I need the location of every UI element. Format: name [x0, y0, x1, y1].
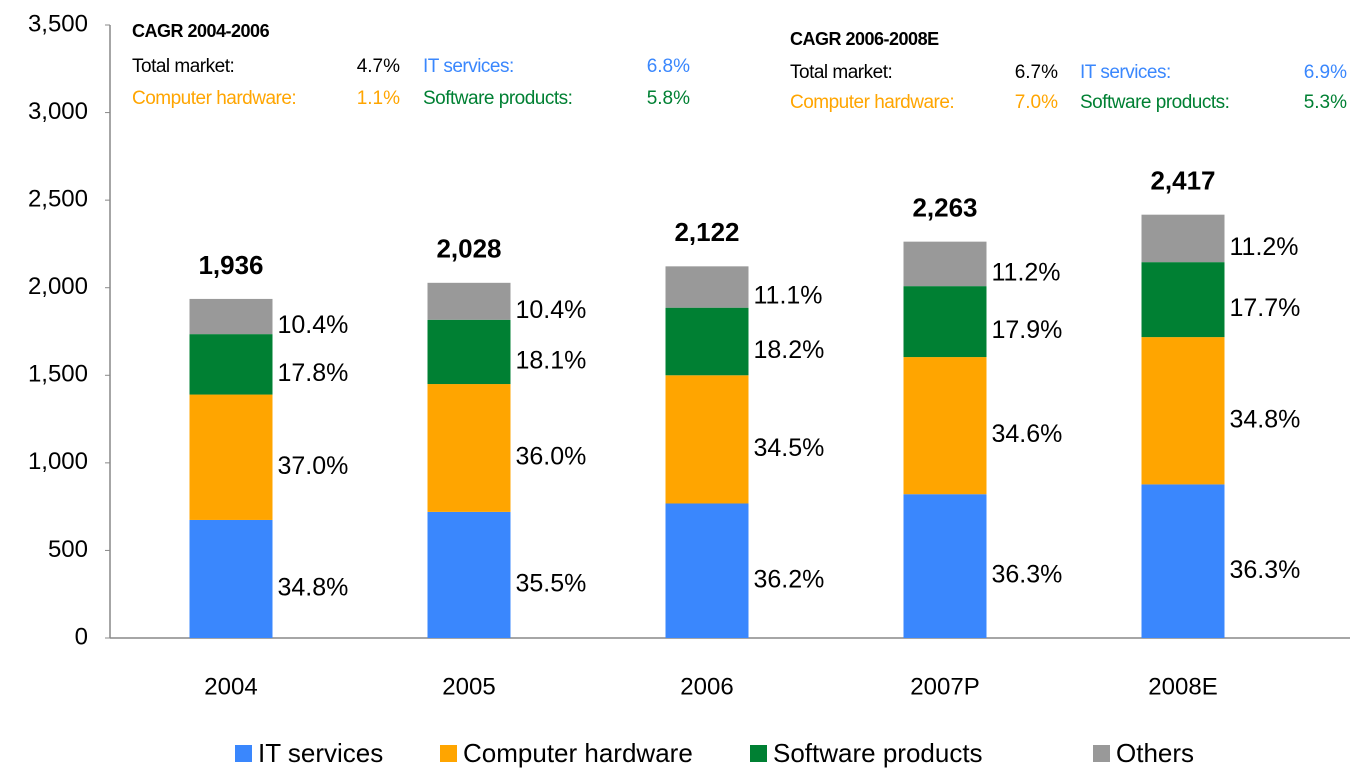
x-tick-label: 2008E	[1148, 673, 1217, 700]
y-tick-label: 0	[75, 623, 88, 650]
legend-label: Computer hardware	[463, 738, 693, 768]
total-label: 1,936	[198, 250, 263, 280]
bar-segment	[665, 307, 749, 376]
y-tick-label: 500	[48, 536, 88, 563]
cagr-value: 6.8%	[647, 56, 690, 77]
share-label: 17.9%	[992, 316, 1063, 344]
legend-label: IT services	[258, 738, 383, 768]
y-tick-label: 2,500	[28, 185, 88, 212]
cagr-value: 5.8%	[647, 88, 690, 109]
bar-segment	[1141, 484, 1225, 638]
cagr-title: CAGR 2006-2008E	[790, 29, 939, 49]
share-label: 35.5%	[516, 570, 587, 598]
cagr-value: 4.7%	[357, 56, 400, 77]
share-label: 17.8%	[278, 359, 349, 387]
bar-segment	[189, 298, 273, 335]
y-tick-label: 3,500	[28, 10, 88, 37]
cagr-value: 7.0%	[1015, 92, 1058, 113]
cagr-label: IT services:	[1080, 62, 1171, 83]
bar-segment	[665, 266, 749, 308]
bar-segment	[427, 282, 511, 320]
share-label: 10.4%	[278, 311, 349, 339]
bar-segment	[189, 334, 273, 395]
share-label: 36.3%	[992, 561, 1063, 589]
cagr-label: Computer hardware:	[132, 88, 296, 109]
bar-segment	[903, 357, 987, 495]
bar-segment	[427, 511, 511, 638]
cagr-value: 6.9%	[1304, 62, 1347, 83]
bar-segment	[189, 519, 273, 638]
share-label: 11.1%	[754, 282, 823, 310]
share-label: 36.3%	[1230, 556, 1301, 584]
bar-segment	[1141, 214, 1225, 263]
total-label: 2,028	[436, 234, 501, 264]
share-label: 36.0%	[516, 443, 587, 471]
x-tick-label: 2006	[680, 673, 733, 700]
bar-segment	[903, 286, 987, 358]
legend-swatch	[1093, 745, 1110, 762]
total-label: 2,417	[1150, 166, 1215, 196]
bar-segment	[665, 503, 749, 638]
bar-segment	[903, 241, 987, 287]
share-label: 34.5%	[754, 434, 825, 462]
share-label: 36.2%	[754, 565, 825, 593]
share-label: 34.8%	[278, 574, 349, 602]
total-label: 2,122	[674, 217, 739, 247]
bar-segment	[1141, 337, 1225, 485]
x-tick-label: 2007P	[910, 673, 979, 700]
share-label: 37.0%	[278, 452, 349, 480]
cagr-title: CAGR 2004-2006	[132, 21, 270, 41]
share-label: 34.6%	[992, 420, 1063, 448]
bar-segment	[1141, 262, 1225, 338]
bar-segment	[189, 394, 273, 520]
cagr-value: 5.3%	[1304, 92, 1347, 113]
y-tick-label: 1,000	[28, 448, 88, 475]
cagr-label: Total market:	[132, 56, 234, 77]
cagr-value: 6.7%	[1015, 62, 1058, 83]
bar-segment	[427, 384, 511, 512]
share-label: 18.1%	[516, 347, 587, 375]
share-label: 11.2%	[1230, 233, 1299, 261]
cagr-label: IT services:	[423, 56, 514, 77]
bar-segment	[665, 375, 749, 504]
legend-label: Others	[1116, 738, 1194, 768]
legend-label: Software products	[773, 738, 983, 768]
cagr-label: Software products:	[1080, 92, 1229, 113]
share-label: 34.8%	[1230, 405, 1301, 433]
legend-swatch	[235, 745, 252, 762]
legend-swatch	[750, 745, 767, 762]
share-label: 11.2%	[992, 259, 1061, 287]
cagr-value: 1.1%	[357, 88, 400, 109]
x-tick-label: 2005	[442, 673, 495, 700]
cagr-label: Computer hardware:	[790, 92, 954, 113]
bar-segment	[903, 494, 987, 638]
legend-swatch	[440, 745, 457, 762]
bar-segment	[427, 319, 511, 385]
total-label: 2,263	[912, 193, 977, 223]
cagr-label: Software products:	[423, 88, 572, 109]
x-tick-label: 2004	[204, 673, 257, 700]
share-label: 18.2%	[754, 336, 825, 364]
y-tick-label: 1,500	[28, 361, 88, 388]
cagr-label: Total market:	[790, 62, 892, 83]
share-label: 17.7%	[1230, 294, 1301, 322]
share-label: 10.4%	[516, 296, 587, 324]
y-tick-label: 2,000	[28, 273, 88, 300]
y-tick-label: 3,000	[28, 98, 88, 125]
